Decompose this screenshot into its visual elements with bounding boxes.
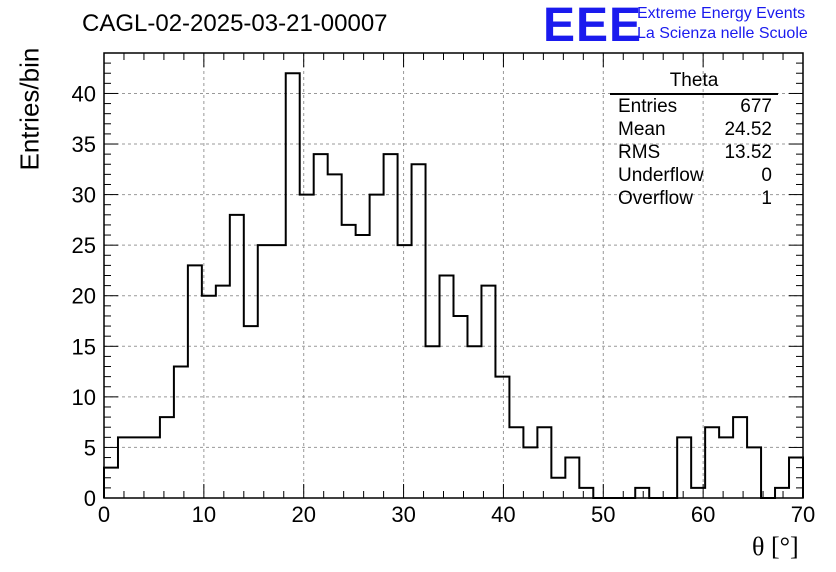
histogram-bin [412, 164, 426, 498]
histogram-bin [356, 235, 370, 498]
x-tick-label: 60 [691, 502, 715, 527]
histogram-bin [286, 73, 300, 498]
histogram-bin [160, 417, 174, 498]
stats-label: Overflow [618, 188, 693, 209]
histogram-bin [202, 296, 216, 498]
histogram-bin [635, 488, 649, 498]
histogram-bin [733, 417, 747, 498]
y-tick-label: 25 [72, 233, 96, 258]
histogram-bin [426, 346, 440, 498]
histogram-bin [244, 326, 258, 498]
histogram-bin [398, 245, 412, 498]
histogram-bin [188, 265, 202, 498]
stats-value: 13.52 [724, 142, 772, 163]
histogram-bin [537, 427, 551, 498]
logo-caption: Extreme Energy Events La Scienza nelle S… [637, 4, 808, 44]
histogram-bin [216, 286, 230, 498]
histogram-bin [509, 427, 523, 498]
histogram-bin [272, 245, 286, 498]
x-tick-label: 20 [291, 502, 315, 527]
histogram-bin [132, 437, 146, 498]
stats-row-overflow: Overflow 1 [610, 187, 778, 210]
y-tick-label: 10 [72, 385, 96, 410]
stats-label: RMS [618, 142, 661, 163]
histogram-bin [481, 286, 495, 498]
histogram-outline [103, 72, 804, 499]
histogram-bin [146, 437, 160, 498]
histogram-series [103, 72, 804, 499]
histogram-bin [705, 427, 719, 498]
x-axis-label: θ [°] [752, 532, 799, 561]
histogram-bin [384, 154, 398, 498]
histogram-bin [523, 447, 537, 498]
stats-value: 677 [740, 96, 772, 117]
grid-lines [104, 53, 803, 498]
histogram-bin [677, 437, 691, 498]
x-tick-label: 30 [391, 502, 415, 527]
x-tick-label: 40 [491, 502, 515, 527]
x-tick-label: 10 [192, 502, 216, 527]
stats-row-underflow: Underflow 0 [610, 164, 778, 187]
histogram-bin [230, 215, 244, 498]
stats-row-entries: Entries 677 [610, 95, 778, 118]
histogram-bin [342, 225, 356, 498]
histogram-bin [565, 458, 579, 498]
stats-label: Entries [618, 96, 678, 117]
histogram-bin [775, 488, 789, 498]
histogram-bin [440, 276, 454, 499]
stats-value: 0 [761, 165, 772, 186]
stats-label: Mean [618, 119, 666, 140]
chart-title: CAGL-02-2025-03-21-00007 [82, 10, 388, 37]
histogram-bin [300, 195, 314, 498]
histogram-bin [370, 195, 384, 498]
y-tick-label: 0 [84, 486, 96, 511]
logo-line-1: Extreme Energy Events [637, 5, 806, 22]
stats-title: Theta [610, 70, 778, 95]
y-tick-label: 15 [72, 334, 96, 359]
x-tick-label: 70 [791, 502, 815, 527]
tick-marks [103, 52, 804, 499]
histogram-bin [495, 377, 509, 498]
y-tick-label: 5 [84, 435, 96, 460]
eee-logo: EEE [543, 0, 643, 52]
stats-box: Theta Entries 677 Mean 24.52 RMS 13.52 U… [610, 70, 778, 210]
y-tick-label: 20 [72, 284, 96, 309]
logo-line-2: La Scienza nelle Scuole [637, 25, 808, 42]
histogram-bin [467, 346, 481, 498]
histogram-bin [174, 367, 188, 498]
histogram-bin [747, 447, 761, 498]
stats-label: Underflow [618, 165, 704, 186]
histogram-bin [328, 174, 342, 498]
histogram-bin [579, 488, 593, 498]
stats-value: 24.52 [724, 119, 772, 140]
x-tick-label: 50 [591, 502, 615, 527]
histogram-bin [258, 245, 272, 498]
stats-value: 1 [761, 188, 772, 209]
y-tick-label: 35 [72, 132, 96, 157]
histogram-bin [314, 154, 328, 498]
histogram-bin [719, 437, 733, 498]
y-axis-label: Entries/bin [14, 47, 45, 171]
y-tick-label: 40 [72, 81, 96, 106]
stats-row-mean: Mean 24.52 [610, 118, 778, 141]
histogram-bin [454, 316, 468, 498]
stats-row-rms: RMS 13.52 [610, 141, 778, 164]
x-tick-label: 0 [98, 502, 110, 527]
y-tick-label: 30 [72, 183, 96, 208]
histogram-bin [118, 437, 132, 498]
histogram-bin [104, 468, 118, 498]
